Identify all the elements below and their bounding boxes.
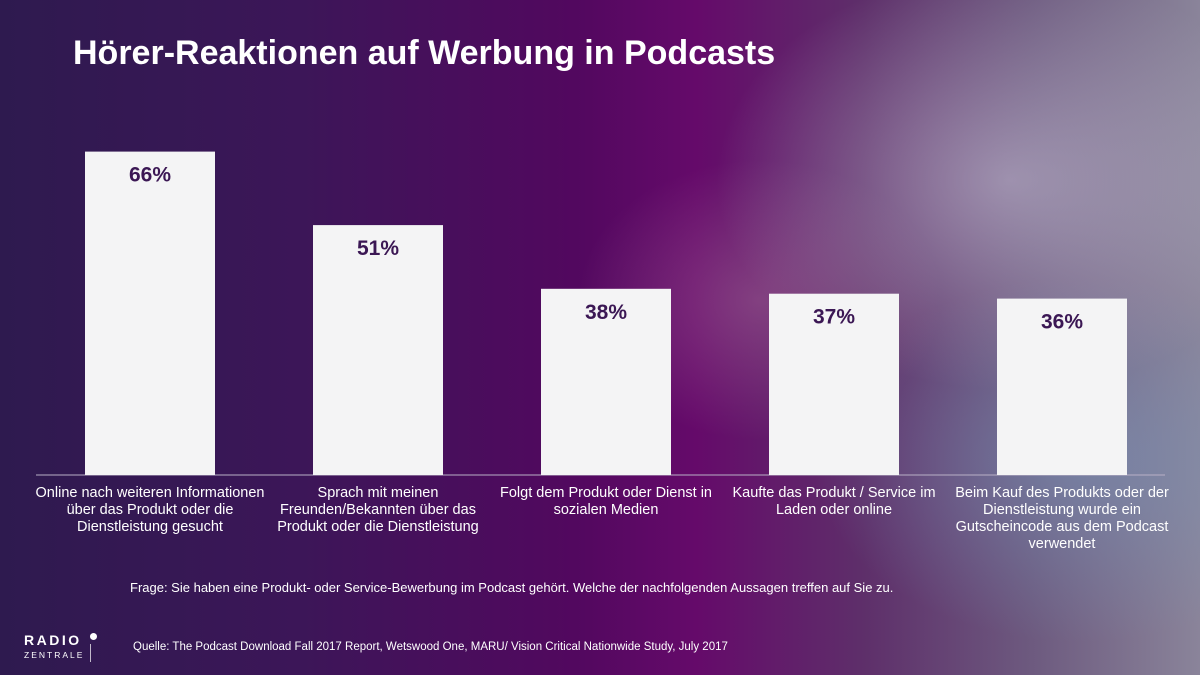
logo-dot-icon bbox=[90, 633, 97, 640]
category-label-1: Online nach weiteren Informationen über … bbox=[35, 485, 265, 535]
radio-zentrale-logo: RADIO ZENTRALE bbox=[24, 632, 104, 664]
bar-value-label-1: 66% bbox=[129, 164, 171, 187]
bar-5 bbox=[997, 298, 1127, 475]
category-label-2: Sprach mit meinen Freunden/Bekannten übe… bbox=[277, 485, 479, 535]
bar-value-label-5: 36% bbox=[1041, 311, 1083, 334]
bar-value-label-3: 38% bbox=[585, 301, 627, 324]
bar-1 bbox=[85, 151, 215, 475]
chart-title: Hörer-Reaktionen auf Werbung in Podcasts bbox=[73, 34, 776, 72]
source-note: Quelle: The Podcast Download Fall 2017 R… bbox=[133, 641, 728, 653]
bar-2 bbox=[313, 225, 443, 475]
bar-3 bbox=[541, 288, 671, 475]
survey-question: Frage: Sie haben eine Produkt- oder Serv… bbox=[130, 580, 894, 595]
logo-text-zentrale: ZENTRALE bbox=[24, 650, 85, 660]
bar-4 bbox=[769, 293, 899, 475]
category-label-4: Kaufte das Produkt / Service im Laden od… bbox=[732, 485, 936, 518]
logo-divider bbox=[90, 644, 91, 662]
category-label-3: Folgt dem Produkt oder Dienst in soziale… bbox=[500, 485, 712, 518]
bar-value-label-2: 51% bbox=[357, 237, 399, 260]
category-label-5: Beim Kauf des Produkts oder der Dienstle… bbox=[955, 485, 1169, 552]
bar-value-label-4: 37% bbox=[813, 306, 855, 329]
logo-text-radio: RADIO bbox=[24, 632, 82, 648]
